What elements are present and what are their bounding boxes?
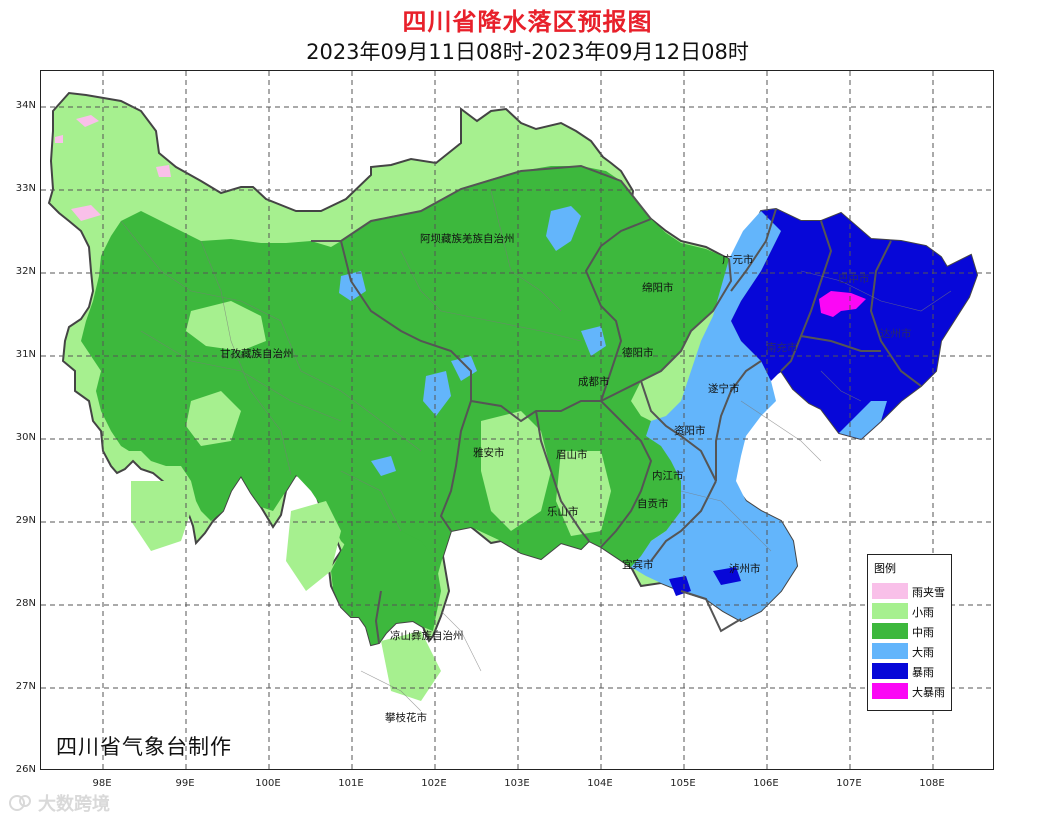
region-label-guangyuan: 广元市: [722, 254, 754, 266]
region-label-luzhou: 泸州市: [729, 563, 761, 575]
watermark-text: 大数跨境: [38, 794, 110, 815]
lat-label-30n: 30N: [15, 432, 36, 443]
rainstorm-patch: [713, 567, 741, 585]
lon-label-106e: 106E: [753, 778, 779, 789]
region-label-ganzi: 甘孜藏族自治州: [220, 348, 294, 360]
lat-label-31n: 31N: [15, 349, 36, 360]
sleet-patch: [76, 115, 99, 127]
precipitation-map: [41, 71, 995, 771]
lon-label-100e: 100E: [255, 778, 281, 789]
county-boundaries: [120, 190, 952, 712]
region-label-nanchong: 南充市: [766, 342, 798, 354]
lon-label-102e: 102E: [421, 778, 447, 789]
lon-label-105e: 105E: [670, 778, 696, 789]
light-rain-patch: [131, 481, 191, 551]
legend-label: 暴雨: [912, 666, 934, 679]
producer-credit: 四川省气象台制作: [56, 735, 232, 759]
lat-label-27n: 27N: [15, 681, 36, 692]
sleet-patch: [55, 135, 63, 143]
region-label-yibin: 宜宾市: [622, 559, 654, 571]
watermark: 大数跨境: [8, 790, 110, 816]
lon-label-99e: 99E: [175, 778, 195, 789]
sleet-patch: [156, 165, 171, 177]
lon-label-98e: 98E: [92, 778, 112, 789]
region-label-liangshan: 凉山彝族自治州: [390, 630, 464, 642]
map-legend: 图例 雨夹雪 小雨 中雨 大雨 暴雨 大暴雨: [867, 554, 952, 711]
region-label-zigong: 自贡市: [637, 498, 669, 510]
region-label-yaan: 雅安市: [473, 447, 505, 459]
watermark-logo-icon: [9, 795, 31, 811]
legend-swatch-light-rain: [872, 603, 908, 619]
heavy-rain-patch: [423, 371, 451, 416]
lat-label-34n: 34N: [15, 100, 36, 111]
map-title: 四川省降水落区预报图: [402, 8, 653, 36]
lat-label-26n: 26N: [15, 764, 36, 775]
legend-label: 大雨: [912, 646, 934, 659]
legend-label: 中雨: [912, 626, 934, 639]
region-label-meishan: 眉山市: [556, 449, 588, 461]
region-label-aba: 阿坝藏族羌族自治州: [420, 233, 515, 245]
legend-label: 小雨: [912, 606, 934, 619]
legend-title: 图例: [874, 562, 896, 575]
region-label-ziyang: 资阳市: [674, 425, 706, 437]
lat-label-32n: 32N: [15, 266, 36, 277]
lat-label-29n: 29N: [15, 515, 36, 526]
legend-label: 大暴雨: [912, 686, 945, 699]
lon-label-108e: 108E: [919, 778, 945, 789]
region-label-mianyang: 绵阳市: [642, 282, 674, 294]
lon-label-101e: 101E: [338, 778, 364, 789]
lon-label-104e: 104E: [587, 778, 613, 789]
light-rain-patch: [286, 501, 341, 591]
region-label-panzhihua: 攀枝花市: [385, 712, 427, 724]
legend-swatch-extreme-rainstorm: [872, 683, 908, 699]
legend-swatch-sleet: [872, 583, 908, 599]
heavy-rain-patch: [581, 326, 606, 356]
prefecture-boundaries: [311, 164, 922, 644]
region-label-suining: 遂宁市: [708, 383, 740, 395]
light-rain-patch: [186, 391, 241, 446]
lon-label-103e: 103E: [504, 778, 530, 789]
region-label-chengdu: 成都市: [578, 376, 610, 388]
legend-swatch-heavy-rain: [872, 643, 908, 659]
heavy-rain-patch: [371, 456, 396, 476]
extreme-rainstorm-area: [819, 291, 866, 317]
rainstorm-patch: [669, 576, 691, 596]
sleet-patch: [71, 205, 101, 221]
graticule: [41, 71, 995, 771]
moderate-rain-area-south: [331, 523, 441, 645]
region-label-leshan: 乐山市: [547, 506, 579, 518]
region-label-bazhong: 巴中市: [838, 273, 870, 285]
region-label-neijiang: 内江市: [652, 470, 684, 482]
light-rain-patch: [186, 301, 266, 351]
legend-swatch-moderate-rain: [872, 623, 908, 639]
forecast-period: 2023年09月11日08时-2023年09月12日08时: [306, 40, 749, 64]
legend-label: 雨夹雪: [912, 586, 945, 599]
light-rain-patch: [381, 631, 441, 701]
lon-label-107e: 107E: [836, 778, 862, 789]
light-rain-patch: [481, 411, 551, 531]
region-label-deyang: 德阳市: [622, 347, 654, 359]
legend-swatch-rainstorm: [872, 663, 908, 679]
lat-label-33n: 33N: [15, 183, 36, 194]
lat-label-28n: 28N: [15, 598, 36, 609]
heavy-rain-storm-edge: [839, 401, 887, 439]
map-frame: [40, 70, 995, 771]
heavy-rain-area-east: [631, 209, 797, 621]
region-label-dazhou: 达州市: [880, 328, 912, 340]
heavy-rain-patch: [546, 206, 581, 251]
